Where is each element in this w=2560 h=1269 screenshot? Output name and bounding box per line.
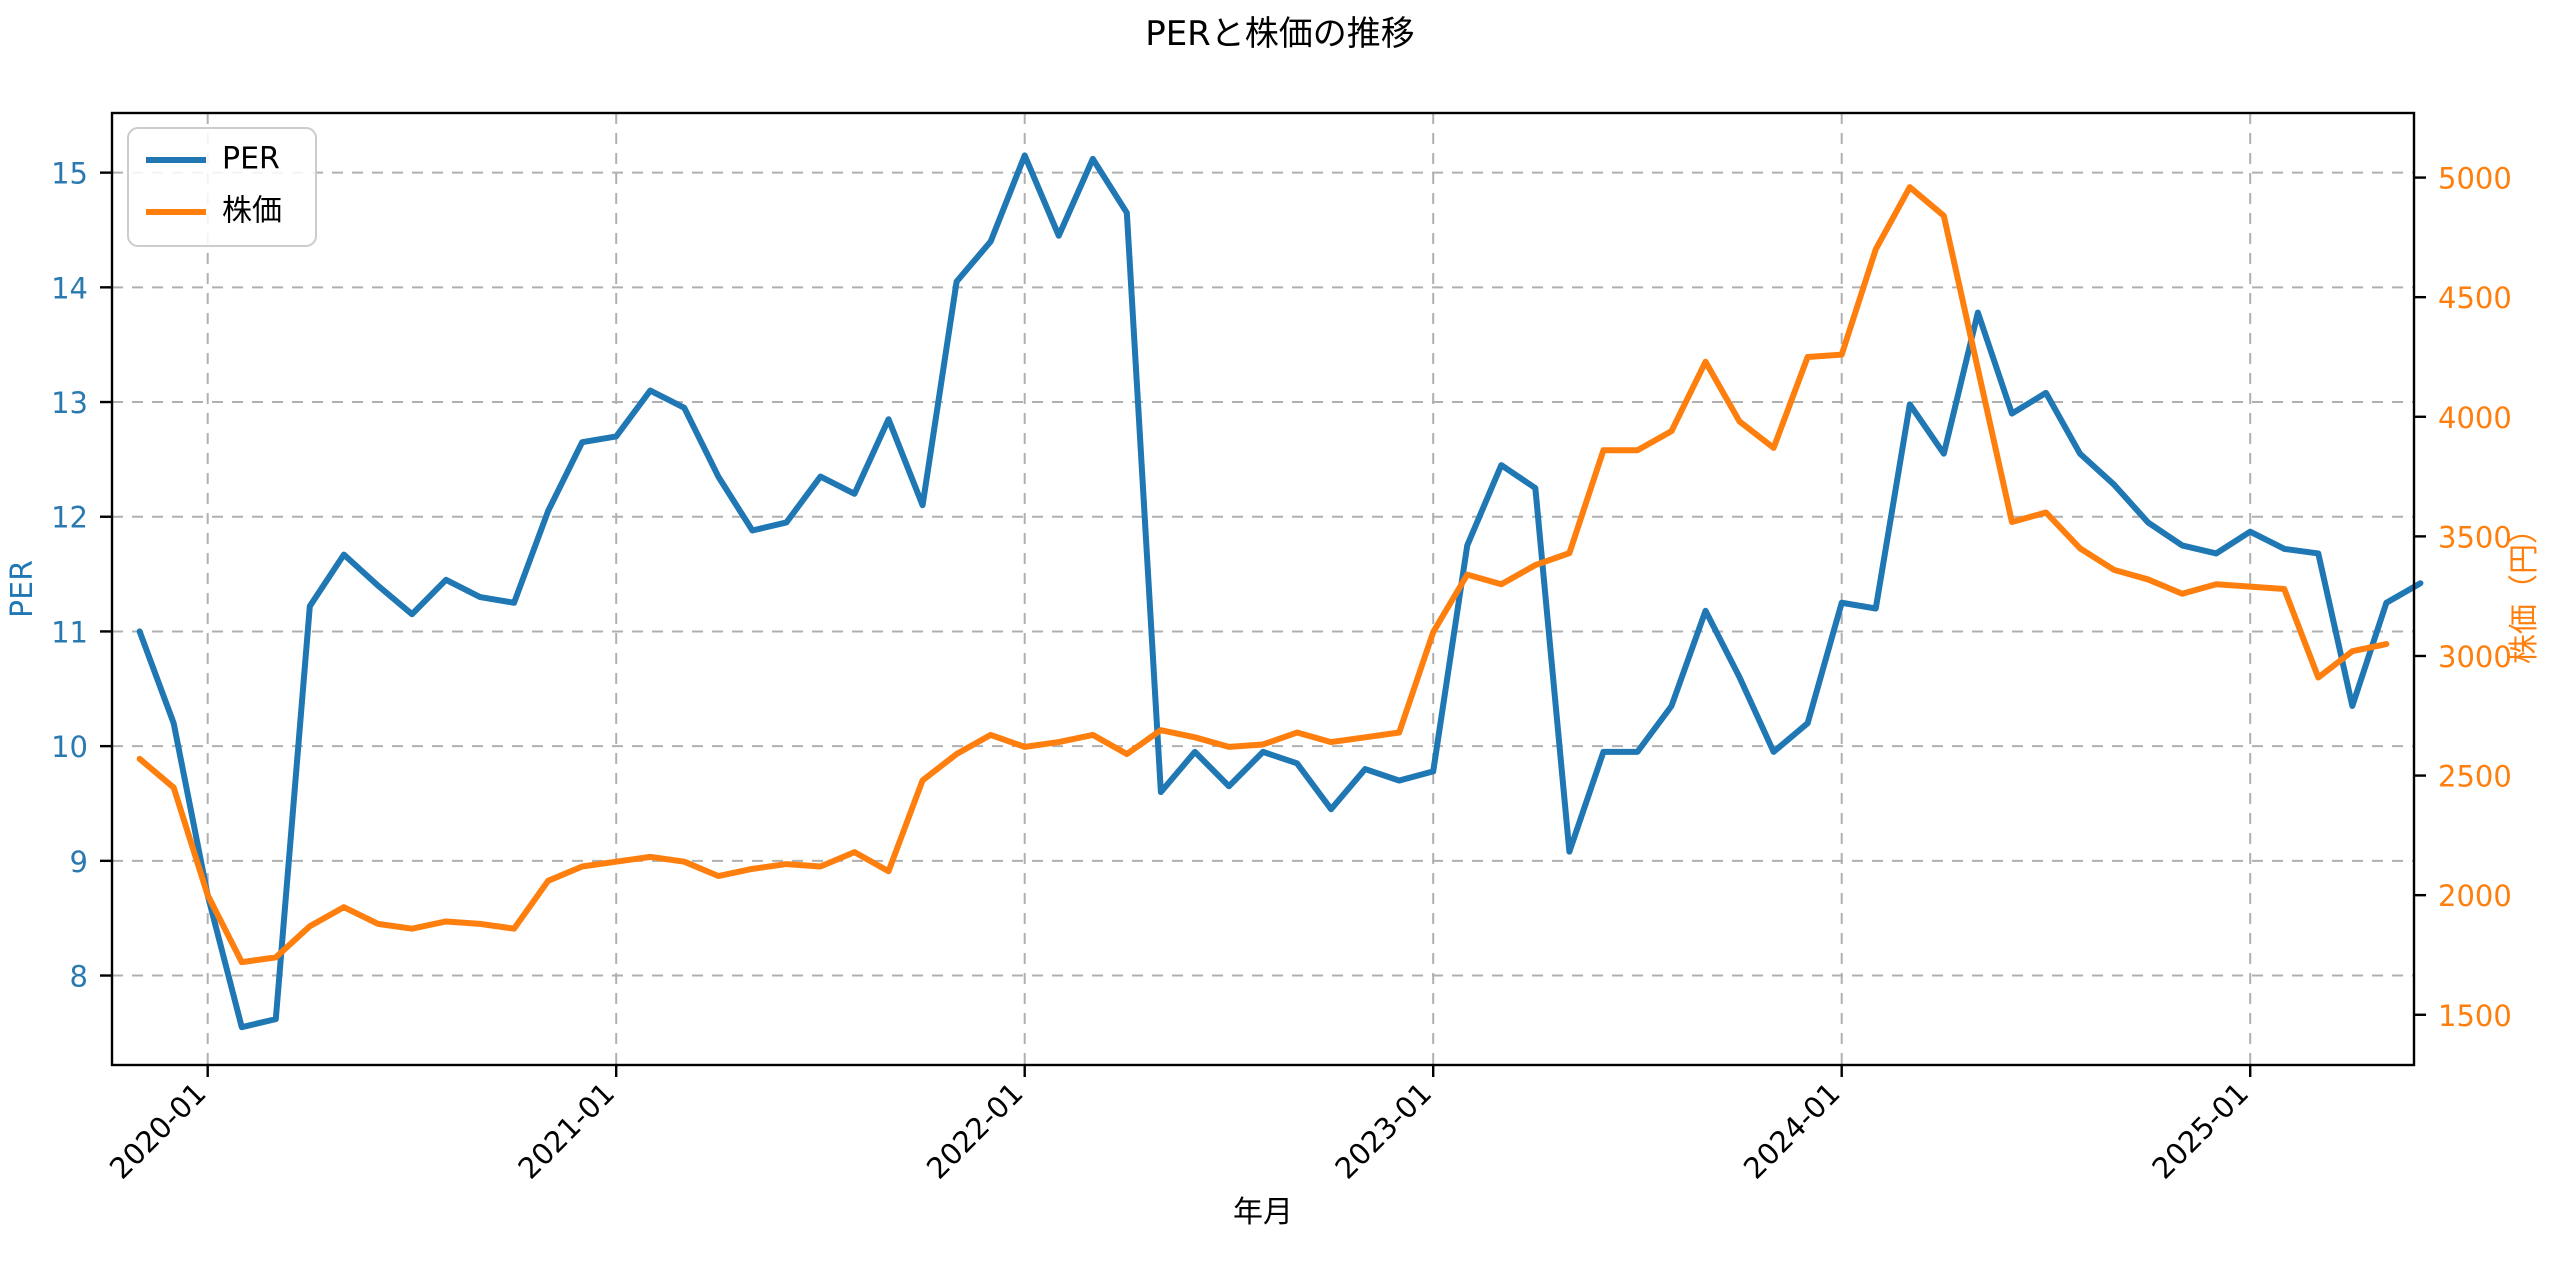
y2-tick-label: 1500 bbox=[2438, 999, 2512, 1033]
x-axis-label: 年月 bbox=[1233, 1195, 1293, 1230]
y-tick-label: 13 bbox=[51, 386, 88, 420]
plot-area-border bbox=[110, 111, 2416, 1067]
y2-tick-label: 3000 bbox=[2438, 640, 2512, 674]
y2-tick-label: 4500 bbox=[2438, 281, 2512, 315]
chart-title: PERと株価の推移 bbox=[1145, 14, 1415, 54]
y-tick-label: 11 bbox=[51, 615, 88, 649]
y2-tick-label: 3500 bbox=[2438, 520, 2512, 554]
y-tick-label: 10 bbox=[51, 730, 88, 764]
y-tick-label: 14 bbox=[51, 271, 88, 305]
right-y-axis-label: 株価（円） bbox=[2507, 514, 2542, 664]
y-tick-label: 8 bbox=[70, 960, 88, 994]
legend[interactable]: PER 株価 bbox=[127, 127, 317, 247]
series-lines bbox=[136, 152, 2424, 1031]
legend-label-per[interactable]: PER bbox=[222, 142, 280, 177]
y-tick-label: 12 bbox=[51, 501, 88, 535]
gridlines bbox=[112, 113, 2414, 1065]
y-axis-tick-labels: 8 9 10 11 12 13 14 15 bbox=[51, 157, 88, 994]
y-tick-label: 9 bbox=[70, 845, 88, 879]
y2-tick-label: 2000 bbox=[2438, 879, 2512, 913]
legend-label-stock-price[interactable]: 株価 bbox=[222, 194, 282, 229]
y2-tick-label: 4000 bbox=[2438, 401, 2512, 435]
y-axis-label: PER bbox=[5, 560, 40, 618]
series-line-stock-price bbox=[136, 184, 2390, 966]
right-y-axis-tick-labels: 1500 2000 2500 3000 3500 4000 4500 5000 bbox=[2438, 162, 2512, 1033]
y2-tick-label: 5000 bbox=[2438, 162, 2512, 196]
series-line-per bbox=[136, 152, 2424, 1031]
tick-marks bbox=[100, 171, 2426, 1077]
y2-tick-label: 2500 bbox=[2438, 760, 2512, 794]
y-tick-label: 15 bbox=[51, 157, 88, 191]
legend-items[interactable]: PER 株価 bbox=[146, 142, 282, 229]
